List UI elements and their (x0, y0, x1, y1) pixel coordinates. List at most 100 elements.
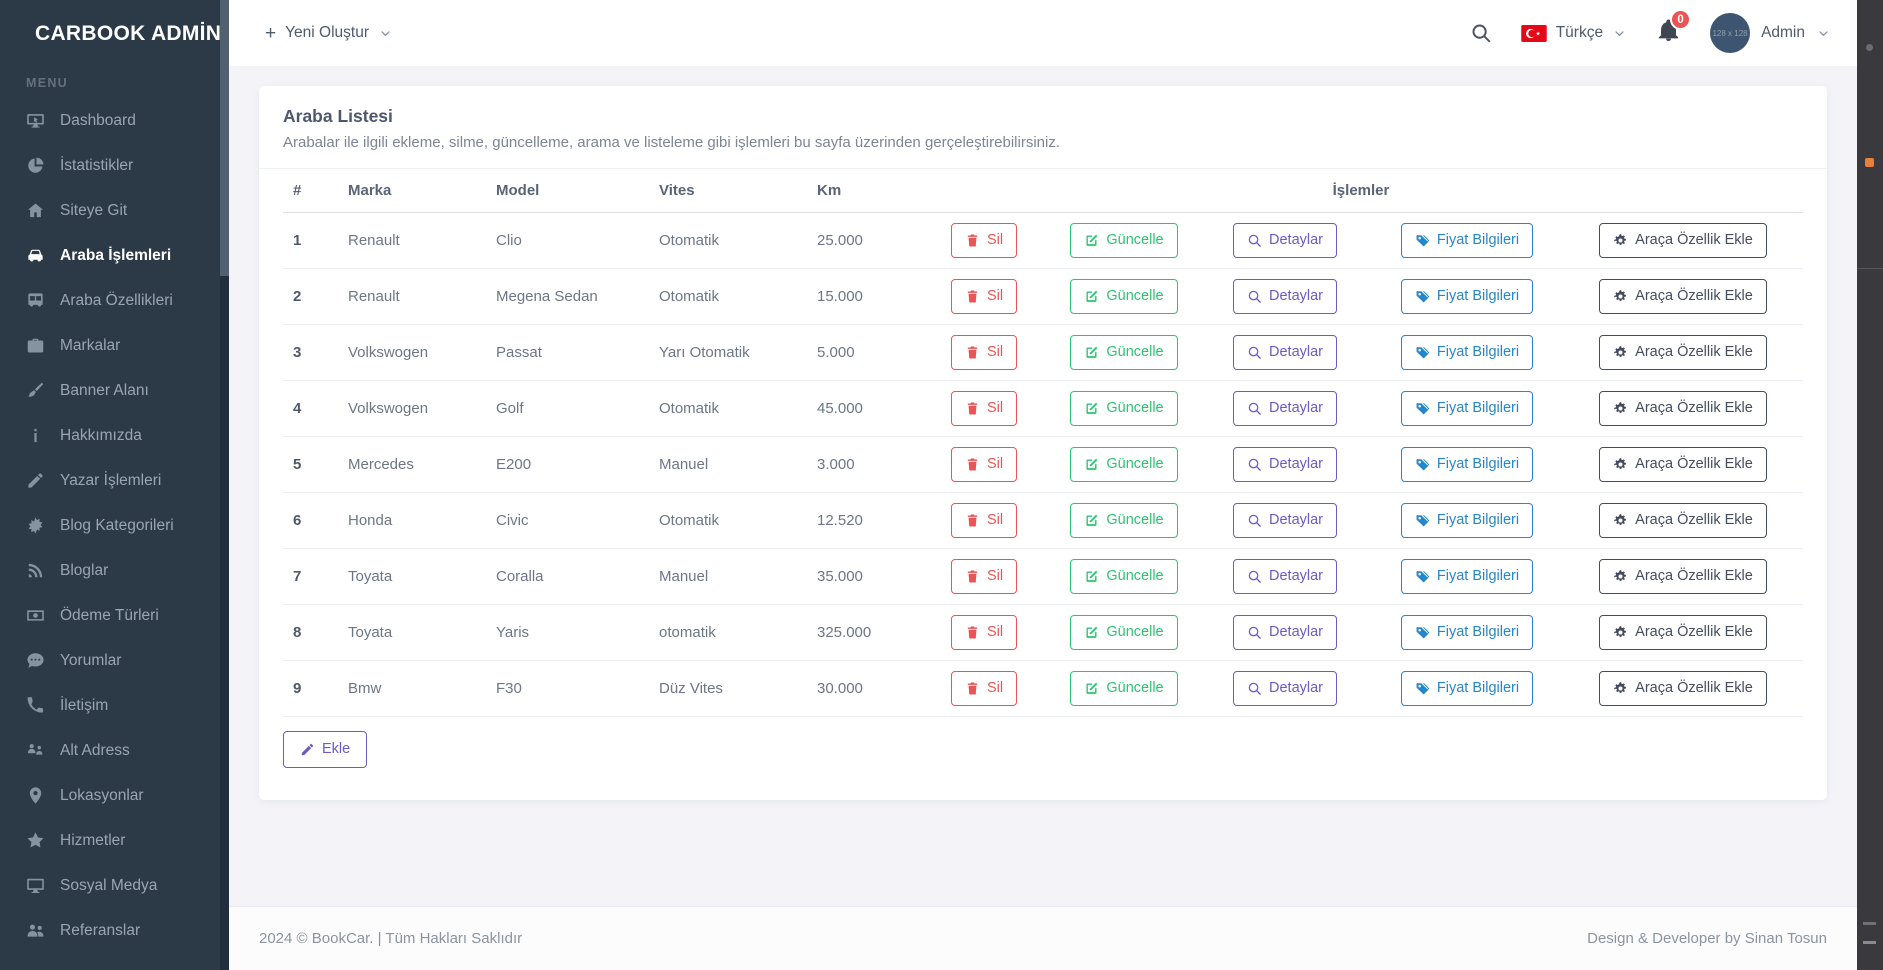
delete-button[interactable]: Sil (951, 503, 1017, 538)
delete-button[interactable]: Sil (951, 391, 1017, 426)
delete-button[interactable]: Sil (951, 447, 1017, 482)
details-button[interactable]: Detaylar (1233, 559, 1337, 594)
details-button[interactable]: Detaylar (1233, 615, 1337, 650)
sidebar-item--deme-t-rleri[interactable]: Ödeme Türleri (0, 593, 220, 638)
cell-action: Fiyat Bilgileri (1371, 437, 1563, 493)
button-label: Detaylar (1269, 569, 1323, 584)
sidebar-item-label: Banner Alanı (60, 382, 149, 400)
new-create-button[interactable]: + Yeni Oluştur (265, 24, 393, 43)
details-button[interactable]: Detaylar (1233, 335, 1337, 370)
tags-icon (1415, 289, 1430, 304)
sidebar-scrollbar[interactable] (220, 0, 229, 970)
price-button[interactable]: Fiyat Bilgileri (1401, 559, 1533, 594)
price-button[interactable]: Fiyat Bilgileri (1401, 447, 1533, 482)
price-button[interactable]: Fiyat Bilgileri (1401, 391, 1533, 426)
price-button[interactable]: Fiyat Bilgileri (1401, 279, 1533, 314)
sidebar-item-referanslar[interactable]: Referanslar (0, 908, 220, 953)
sidebar-scrollbar-thumb[interactable] (220, 0, 229, 276)
info-icon (26, 426, 45, 445)
cell-action: Detaylar (1199, 213, 1371, 269)
feature-button[interactable]: Araça Özellik Ekle (1599, 615, 1767, 650)
cell-action: Güncelle (1049, 269, 1199, 325)
details-button[interactable]: Detaylar (1233, 503, 1337, 538)
sidebar-item-alt-adress[interactable]: Alt Adress (0, 728, 220, 773)
update-button[interactable]: Güncelle (1070, 335, 1177, 370)
search-icon[interactable] (1470, 22, 1492, 44)
table-row: 4VolkswogenGolfOtomatik45.000SilGüncelle… (283, 381, 1803, 437)
sidebar-item-yorumlar[interactable]: Yorumlar (0, 638, 220, 683)
button-label: Sil (987, 625, 1003, 640)
update-button[interactable]: Güncelle (1070, 447, 1177, 482)
feature-button[interactable]: Araça Özellik Ekle (1599, 391, 1767, 426)
delete-button[interactable]: Sil (951, 335, 1017, 370)
add-button[interactable]: Ekle (283, 731, 367, 768)
price-button[interactable]: Fiyat Bilgileri (1401, 671, 1533, 706)
details-button[interactable]: Detaylar (1233, 391, 1337, 426)
user-menu[interactable]: 128 x 128 Admin (1710, 13, 1831, 53)
sidebar-item-lokasyonlar[interactable]: Lokasyonlar (0, 773, 220, 818)
update-button[interactable]: Güncelle (1070, 615, 1177, 650)
feature-button[interactable]: Araça Özellik Ekle (1599, 503, 1767, 538)
sidebar-item-araba-i-lemleri[interactable]: Araba İşlemleri (0, 233, 220, 278)
footer-credit: Design & Developer by Sinan Tosun (1587, 930, 1827, 947)
sidebar-item-sosyal-medya[interactable]: Sosyal Medya (0, 863, 220, 908)
language-selector[interactable]: Türkçe (1521, 24, 1627, 42)
sidebar-item-banner-alan-[interactable]: Banner Alanı (0, 368, 220, 413)
sidebar-item-i-leti-im[interactable]: İletişim (0, 683, 220, 728)
price-button[interactable]: Fiyat Bilgileri (1401, 335, 1533, 370)
sidebar-item-bloglar[interactable]: Bloglar (0, 548, 220, 593)
sidebar-item-dashboard[interactable]: Dashboard (0, 98, 220, 143)
sidebar-item-label: Siteye Git (60, 202, 127, 220)
delete-button[interactable]: Sil (951, 223, 1017, 258)
sidebar-item-label: Markalar (60, 337, 120, 355)
details-button[interactable]: Detaylar (1233, 447, 1337, 482)
feature-button[interactable]: Araça Özellik Ekle (1599, 223, 1767, 258)
gear-icon (1613, 513, 1628, 528)
delete-button[interactable]: Sil (951, 615, 1017, 650)
delete-button[interactable]: Sil (951, 671, 1017, 706)
cell-action: Güncelle (1049, 437, 1199, 493)
cell-action: Detaylar (1199, 661, 1371, 717)
details-button[interactable]: Detaylar (1233, 279, 1337, 314)
details-button[interactable]: Detaylar (1233, 671, 1337, 706)
feature-button[interactable]: Araça Özellik Ekle (1599, 447, 1767, 482)
details-button[interactable]: Detaylar (1233, 223, 1337, 258)
price-button[interactable]: Fiyat Bilgileri (1401, 223, 1533, 258)
sidebar-item-label: Araba İşlemleri (60, 247, 171, 265)
update-button[interactable]: Güncelle (1070, 671, 1177, 706)
update-button[interactable]: Güncelle (1070, 223, 1177, 258)
sidebar-item-araba-zellikleri[interactable]: Araba Özellikleri (0, 278, 220, 323)
brand[interactable]: CARBOOK ADMİN (0, 0, 220, 62)
feature-button[interactable]: Araça Özellik Ekle (1599, 279, 1767, 314)
sidebar-item-yazar-i-lemleri[interactable]: Yazar İşlemleri (0, 458, 220, 503)
sidebar-item-siteye-git[interactable]: Siteye Git (0, 188, 220, 233)
price-button[interactable]: Fiyat Bilgileri (1401, 503, 1533, 538)
delete-button[interactable]: Sil (951, 559, 1017, 594)
update-button[interactable]: Güncelle (1070, 559, 1177, 594)
sidebar-item-i-statistikler[interactable]: İstatistikler (0, 143, 220, 188)
sidebar-item-markalar[interactable]: Markalar (0, 323, 220, 368)
update-button[interactable]: Güncelle (1070, 503, 1177, 538)
feature-button[interactable]: Araça Özellik Ekle (1599, 335, 1767, 370)
price-button[interactable]: Fiyat Bilgileri (1401, 615, 1533, 650)
cell-index: 6 (283, 493, 338, 549)
button-label: Detaylar (1269, 681, 1323, 696)
cell-model: E200 (486, 437, 649, 493)
update-button[interactable]: Güncelle (1070, 279, 1177, 314)
topbar: + Yeni Oluştur Türkçe (229, 0, 1857, 66)
sidebar-item-hakk-m-zda[interactable]: Hakkımızda (0, 413, 220, 458)
sidebar-item-blog-kategorileri[interactable]: Blog Kategorileri (0, 503, 220, 548)
feature-button[interactable]: Araça Özellik Ekle (1599, 671, 1767, 706)
comment-icon (26, 651, 45, 670)
button-label: Güncelle (1106, 569, 1163, 584)
sidebar-item-hizmetler[interactable]: Hizmetler (0, 818, 220, 863)
browser-scrollbar[interactable] (1857, 0, 1883, 970)
notifications-button[interactable]: 0 (1656, 18, 1681, 48)
delete-button[interactable]: Sil (951, 279, 1017, 314)
edit-icon (1084, 457, 1099, 472)
pencil-icon (26, 471, 45, 490)
feature-button[interactable]: Araça Özellik Ekle (1599, 559, 1767, 594)
chevron-down-icon (1612, 26, 1627, 41)
update-button[interactable]: Güncelle (1070, 391, 1177, 426)
search-icon (1247, 625, 1262, 640)
